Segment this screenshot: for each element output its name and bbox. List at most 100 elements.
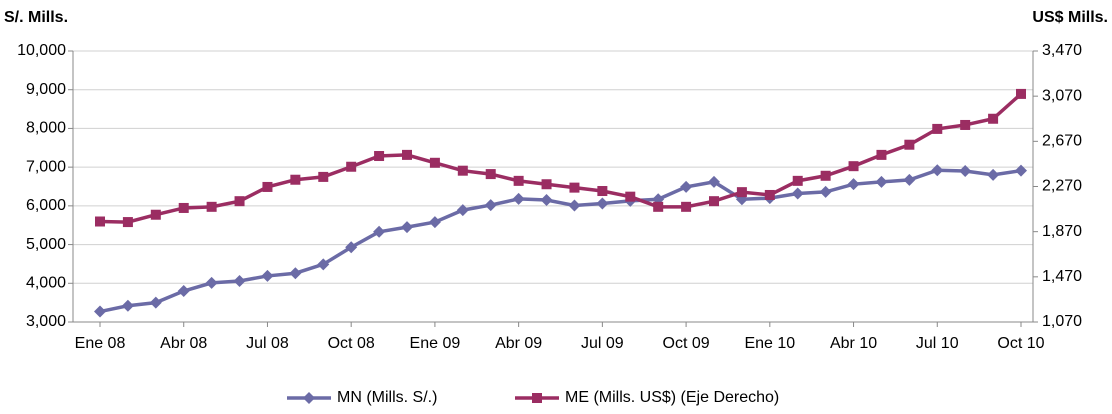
data-point [512,192,525,205]
legend-label: ME (Mills. US$) (Eje Derecho) [565,389,779,406]
y2-tick-label: 1,070 [1042,313,1082,330]
data-point [345,241,358,254]
x-tick-label: Abr 10 [830,335,877,352]
x-tick-label: Abr 08 [160,335,207,352]
data-point [569,182,580,193]
y-tick-label: 6,000 [26,197,66,214]
data-point [597,186,608,197]
data-point [532,393,542,403]
data-point [709,196,719,207]
data-point [931,164,944,177]
data-point [303,392,315,404]
data-point [819,185,832,198]
data-point [540,194,553,207]
data-point [820,170,831,181]
data-point [261,269,274,282]
x-tick-label: Jul 08 [246,335,289,352]
data-point [317,258,330,271]
x-tick-label: Ene 08 [75,335,126,352]
data-point [429,157,440,168]
y-tick-label: 9,000 [26,81,66,98]
data-point [791,187,804,200]
data-point [262,181,273,192]
y2-axis-title: US$ Mills. [1032,9,1108,26]
data-point [485,169,496,180]
y-tick-label: 7,000 [26,158,66,175]
series-line [99,92,1023,224]
data-point [401,221,413,234]
data-point [568,199,581,212]
y-tick-label: 10,000 [17,42,66,59]
data-point [484,199,497,212]
data-point [289,267,302,280]
x-tick-label: Oct 09 [663,335,710,352]
data-point [625,191,636,202]
y2-tick-label: 3,070 [1042,87,1082,104]
data-point [513,175,524,186]
data-point [708,175,720,188]
data-point [960,119,971,130]
data-point [402,149,412,160]
data-point [149,296,162,309]
data-point [848,161,859,172]
y2-tick-label: 1,870 [1042,223,1082,240]
data-point [205,276,218,289]
data-point [904,139,915,150]
data-point [428,216,441,229]
legend-label: MN (Mills. S/.) [337,389,437,406]
data-point [122,217,133,228]
data-point [847,178,860,191]
x-tick-label: Ene 10 [744,335,795,352]
data-point [233,274,246,287]
data-point [178,202,189,213]
data-point [903,173,916,186]
y-tick-label: 3,000 [26,313,66,330]
series-line [99,168,1022,314]
data-point [457,165,468,176]
data-point [234,196,245,207]
data-point [653,201,664,212]
data-point [988,113,999,124]
data-point [373,225,386,238]
data-point [150,209,161,220]
data-point [680,180,693,193]
x-tick-label: Ene 09 [410,335,461,352]
data-point [764,189,775,200]
data-point [736,187,747,198]
data-point [121,299,134,312]
data-point [95,216,105,227]
data-point [346,161,357,172]
y2-tick-label: 3,470 [1042,42,1082,59]
x-tick-label: Oct 10 [997,335,1044,352]
y-tick-label: 5,000 [26,236,66,253]
data-point [959,165,972,178]
y-tick-label: 4,000 [26,275,66,292]
data-point [318,171,329,182]
y-axis-title: S/. Mills. [4,9,68,26]
y2-tick-label: 2,270 [1042,178,1082,195]
x-tick-label: Jul 10 [916,335,959,352]
data-point [541,179,552,190]
x-tick-label: Oct 08 [328,335,375,352]
data-point [94,305,106,318]
data-point [987,168,1000,181]
data-point [177,285,190,298]
data-point [290,174,301,185]
x-tick-label: Jul 09 [581,335,624,352]
data-point [374,151,385,162]
data-point [1015,164,1027,177]
data-point [596,197,609,210]
y-tick-label: 8,000 [26,120,66,137]
y2-tick-label: 1,470 [1042,268,1082,285]
data-point [1016,88,1026,99]
data-point [875,175,888,188]
data-point [932,123,943,134]
data-point [206,201,217,212]
data-point [876,149,887,160]
data-point [456,204,469,217]
x-tick-label: Abr 09 [495,335,542,352]
data-point [792,175,803,186]
y2-tick-label: 2,670 [1042,133,1082,150]
data-point [681,201,692,212]
